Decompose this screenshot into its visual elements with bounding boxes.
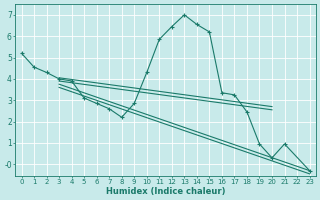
X-axis label: Humidex (Indice chaleur): Humidex (Indice chaleur) [106, 187, 225, 196]
